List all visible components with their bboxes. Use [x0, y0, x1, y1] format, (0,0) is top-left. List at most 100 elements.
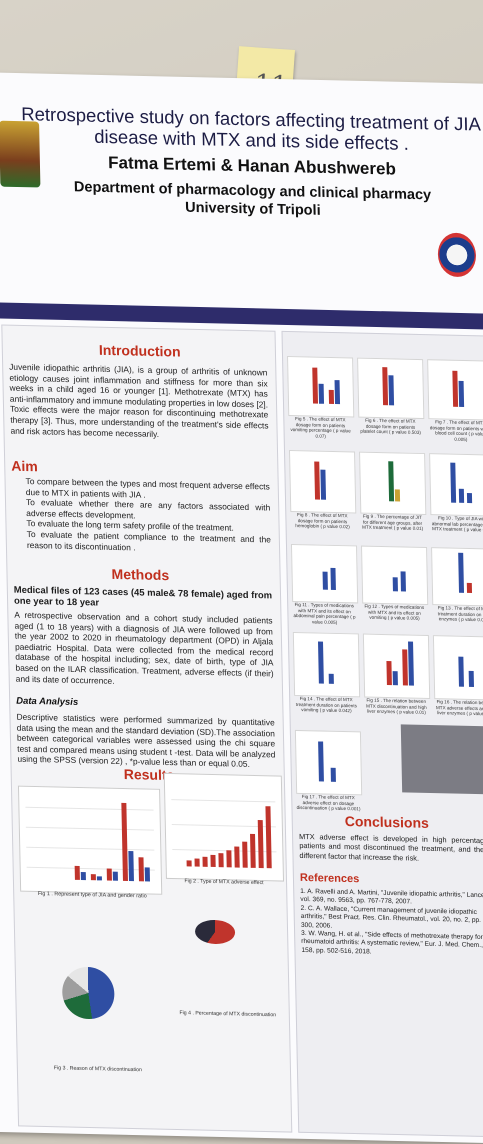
chart-bar — [458, 488, 465, 503]
chart-bar — [242, 841, 248, 868]
chart-bar — [226, 850, 232, 868]
chart-bar — [318, 641, 324, 684]
fig3-caption: Fig 3 . Reason of MTX discontinuation — [53, 1065, 142, 1074]
chart-bar — [128, 851, 134, 882]
conclusions-text: MTX adverse effect is developed in high … — [298, 831, 483, 863]
fig16-caption: Fig 16 . The relation between MTX advers… — [435, 699, 483, 717]
fig15-caption: Fig 15 . The relation between MTX discon… — [366, 697, 427, 715]
chart-bar — [312, 367, 319, 404]
introduction-text: Juvenile idiopathic arthritis (JIA), is … — [9, 361, 269, 439]
fig6-caption: Fig 6 . The effect of MTX dosage form on… — [360, 417, 421, 435]
fig3-pie-chart — [61, 966, 115, 1020]
chart-bar — [452, 370, 459, 407]
chart-bar — [330, 767, 336, 782]
chart-bar — [106, 868, 112, 881]
chart-bar — [112, 871, 118, 881]
fig11-caption: Fig 11 . Types of medications with MTX a… — [293, 602, 356, 625]
fig7-chart — [427, 359, 483, 421]
chart-bar — [402, 649, 408, 686]
chart-bar — [400, 571, 406, 592]
chart-bar — [218, 853, 224, 868]
fig7-caption: Fig 7 . The effect of MTX dosage form on… — [429, 419, 483, 442]
poster-authors: Fatma Ertemi & Hanan Abushwereb — [107, 153, 397, 179]
chart-bar — [408, 641, 414, 686]
fig4-pie-chart — [194, 919, 236, 945]
chart-bar — [96, 876, 102, 881]
photo-figure — [400, 724, 483, 795]
fig17-caption: Fig 17 . The effect of MTX adverse effec… — [296, 794, 361, 812]
aim-item: To evaluate the patient compliance to th… — [26, 528, 271, 552]
aim-heading: Aim — [11, 457, 38, 475]
introduction-heading: Introduction — [98, 341, 181, 360]
chart-bar — [466, 582, 473, 594]
chart-bar — [458, 552, 465, 593]
chart-bar — [382, 367, 389, 406]
fig17-chart — [294, 729, 363, 796]
references-heading: References — [299, 871, 360, 886]
chart-bar — [318, 741, 324, 782]
chart-bar — [234, 846, 240, 868]
fig13-chart — [431, 547, 483, 607]
chart-bar — [121, 802, 128, 882]
chart-bar — [74, 865, 80, 880]
fig8-chart — [288, 449, 357, 514]
conclusions-heading: Conclusions — [344, 812, 430, 831]
chart-bar — [144, 867, 150, 882]
fig13-caption: Fig 13 . The effect of MTX treatment dur… — [437, 605, 483, 623]
chart-bar — [265, 806, 272, 869]
fig4-caption: Fig 4 . Percentage of MTX discontinuatio… — [179, 1010, 277, 1019]
poster-title: Retrospective study on factors affecting… — [21, 103, 482, 154]
methods-heading: Methods — [111, 565, 170, 584]
chart-bar — [334, 380, 341, 405]
chart-bar — [394, 489, 401, 502]
chart-bar — [314, 461, 321, 500]
aim-list: To compare between the types and most fr… — [25, 476, 271, 556]
chart-bar — [386, 661, 392, 686]
gridline — [171, 799, 276, 803]
gridline — [25, 826, 154, 831]
chart-bar — [138, 857, 144, 882]
poster: Retrospective study on factors affecting… — [0, 72, 483, 1144]
fig6-chart — [357, 357, 425, 420]
fig2-chart — [163, 772, 285, 882]
chart-bar — [257, 820, 264, 869]
chart-bar — [466, 492, 473, 504]
methods-lead: Medical files of 123 cases (45 male& 78 … — [13, 583, 273, 608]
fig9-chart — [359, 451, 427, 516]
fig10-caption: Fig 10 . Type of JIA with abnormal lab p… — [431, 515, 483, 533]
chart-bar — [90, 874, 96, 881]
chart-bar — [80, 871, 86, 881]
fig12-chart — [361, 545, 429, 606]
fig14-chart — [292, 631, 361, 698]
left-column: Introduction Juvenile idiopathic arthrit… — [1, 324, 293, 1133]
fig5-chart — [287, 356, 355, 418]
data-analysis-text: Descriptive statistics were performed su… — [16, 711, 276, 770]
methods-text: A retrospective observation and a cohort… — [14, 609, 274, 686]
chart-bar — [468, 670, 474, 688]
chart-bar — [210, 854, 216, 868]
poster-affiliation: Department of pharmacology and clinical … — [12, 177, 483, 224]
chart-bar — [388, 375, 395, 406]
reference-item: 3. W. Wang, H. et al., "Side effects of … — [301, 929, 483, 956]
gridline — [25, 806, 154, 811]
chart-bar — [202, 856, 208, 867]
chart-bar — [320, 469, 327, 500]
fig1-caption: Fig 1 . Represent type of JIA and gender… — [37, 890, 147, 900]
chart-bar — [388, 461, 395, 502]
chart-bar — [392, 577, 398, 592]
chart-bar — [328, 389, 335, 405]
right-column: Fig 5 . The effect of MTX dosage form on… — [281, 330, 483, 1138]
chart-bar — [194, 858, 200, 867]
fig5-caption: Fig 5 . The effect of MTX dosage form on… — [290, 416, 351, 439]
fig16-chart — [432, 635, 483, 701]
chart-bar — [186, 860, 192, 867]
fig14-caption: Fig 14 . The effect of MTX treatment dur… — [295, 696, 357, 714]
chart-bar — [322, 571, 328, 590]
chart-bar — [250, 833, 256, 868]
data-analysis-heading: Data Analysis — [16, 695, 79, 709]
fig10-chart — [429, 453, 483, 517]
fig9-caption: Fig 9 . The percentage of JIT for differ… — [362, 513, 424, 531]
university-seal-icon — [437, 232, 477, 278]
fig8-caption: Fig 8 . The effect of MTX dosage form on… — [295, 512, 350, 530]
references-list: 1. A. Ravelli and A. Martini, "Juvenile … — [300, 888, 483, 960]
